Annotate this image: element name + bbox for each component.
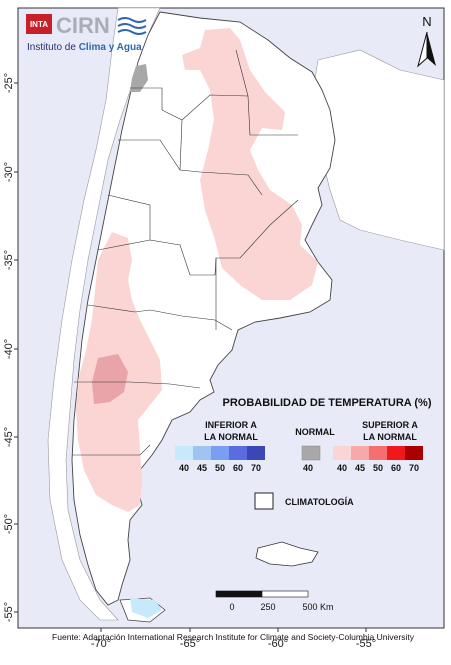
- normal-area: [130, 64, 148, 92]
- legend-swatch-value: 70: [251, 463, 261, 473]
- above-normal-45-area: [92, 354, 128, 404]
- lon-tick-label: -60°: [268, 638, 288, 650]
- scale-label-0: 0: [229, 602, 234, 612]
- legend-swatch-value: 60: [233, 463, 243, 473]
- lat-tick-label: -25°: [3, 73, 15, 93]
- legend-below-label-line1: INFERIOR A: [205, 420, 257, 430]
- inta-logo-text: INTA: [30, 20, 48, 29]
- inta-logo-box: [26, 14, 52, 34]
- legend-below-swatches: 40 45 50 60 70: [175, 446, 265, 473]
- legend-swatch-value: 60: [391, 463, 401, 473]
- legend-swatch: [405, 446, 423, 460]
- legend-title: PROBABILIDAD DE TEMPERATURA (%): [223, 397, 432, 409]
- lat-tick-label: -50°: [3, 514, 15, 534]
- legend-swatch-value: 40: [179, 463, 189, 473]
- legend-swatch-value: 70: [409, 463, 419, 473]
- lat-tick-label: -45°: [3, 427, 15, 447]
- cirn-logo-text: CIRN: [56, 13, 110, 38]
- legend-swatch: [333, 446, 351, 460]
- legend-swatch: [247, 446, 265, 460]
- lon-tick-label: -65°: [180, 638, 200, 650]
- logo-subtitle: Instituto de Clima y Agua: [27, 42, 142, 53]
- province-borders: [72, 49, 299, 456]
- lat-tick-label: -40°: [3, 339, 15, 359]
- legend-above-label-line2: LA NORMAL: [363, 432, 417, 442]
- legend-above-swatches: 40 45 50 60 70: [333, 446, 423, 473]
- legend-normal-label: NORMAL: [295, 427, 335, 437]
- legend-swatch: [229, 446, 247, 460]
- lat-tick-label: -55°: [3, 602, 15, 622]
- legend-swatch-value: 50: [373, 463, 383, 473]
- legend-climatology-swatch: [254, 492, 274, 510]
- legend-climatology-label: CLIMATOLOGÍA: [285, 497, 354, 507]
- lon-tick-label: -70°: [91, 638, 111, 650]
- lon-ticks: [100, 628, 367, 632]
- north-label: N: [422, 14, 431, 29]
- legend-swatch: [369, 446, 387, 460]
- scale-label-500: 500 Km: [302, 602, 333, 612]
- scale-label-250: 250: [260, 602, 275, 612]
- legend-swatch-value: 45: [355, 463, 365, 473]
- lat-tick-label: -30°: [3, 162, 15, 182]
- lat-tick-label: -35°: [3, 250, 15, 270]
- institution-logo: INTA CIRN Instituto de Clima y Agua: [26, 13, 147, 53]
- legend-normal-swatch: [301, 445, 321, 461]
- scale-bar: 0 250 500 Km: [215, 590, 334, 612]
- map-border: [17, 7, 445, 629]
- waves-icon: [117, 17, 147, 35]
- legend-swatch-value: 50: [215, 463, 225, 473]
- legend-swatch: [387, 446, 405, 460]
- north-arrow-icon: N: [417, 14, 436, 68]
- lat-ticks: [14, 82, 18, 613]
- legend: PROBABILIDAD DE TEMPERATURA (%) INFERIOR…: [175, 397, 432, 510]
- legend-swatch: [175, 446, 193, 460]
- legend-swatch: [211, 446, 229, 460]
- legend-normal-value: 40: [303, 463, 313, 473]
- legend-below-label-line2: LA NORMAL: [204, 432, 258, 442]
- light-blue-patch: [130, 598, 162, 618]
- malvinas-islands: [255, 541, 319, 567]
- lon-tick-label: -55°: [356, 638, 376, 650]
- legend-swatch-value: 45: [197, 463, 207, 473]
- legend-swatch-value: 40: [337, 463, 347, 473]
- legend-above-label-line1: SUPERIOR A: [362, 420, 418, 430]
- neighbour-land: [47, 7, 161, 621]
- source-text: Fuente: Adaptación International Researc…: [52, 632, 415, 642]
- legend-swatch: [351, 446, 369, 460]
- legend-swatch: [193, 446, 211, 460]
